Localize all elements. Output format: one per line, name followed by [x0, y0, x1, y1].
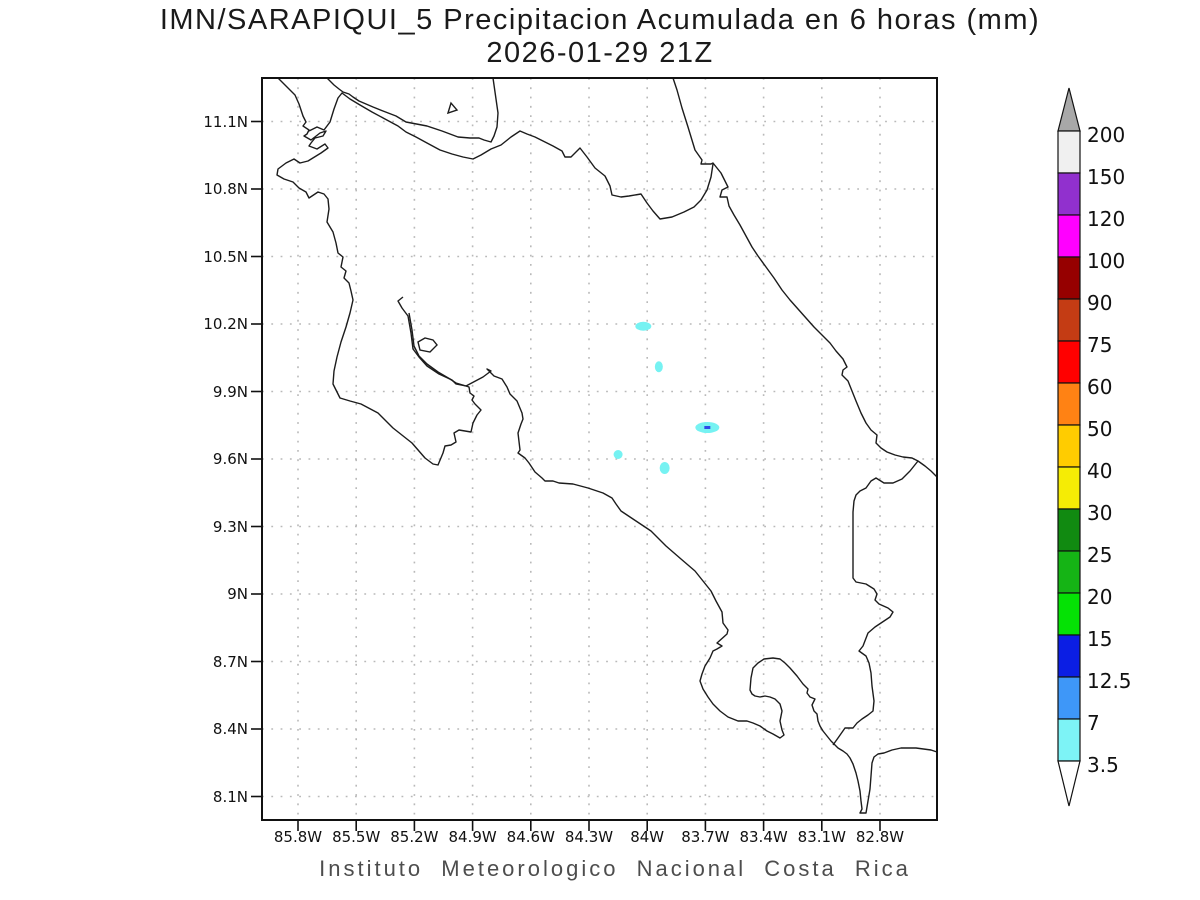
x-axis-tick-label: 84.6W — [506, 828, 555, 846]
colorbar-level-label: 12.5 — [1087, 669, 1132, 693]
colorbar-cell — [1057, 592, 1081, 636]
precip-spot — [613, 450, 623, 459]
precip-spot — [659, 462, 670, 474]
island-outline — [417, 337, 438, 353]
x-axis-tick-label: 85.2W — [390, 828, 439, 846]
colorbar-level-label: 3.5 — [1087, 753, 1119, 777]
colorbar-cell — [1057, 508, 1081, 552]
y-axis-tick-label: 8.4N — [212, 720, 248, 738]
footer-credit: Instituto Meteorologico Nacional Costa R… — [319, 856, 911, 881]
y-axis-tick-label: 8.1N — [212, 787, 248, 806]
colorbar-cell — [1057, 466, 1081, 510]
x-axis-tick-label: 83.1W — [797, 828, 846, 846]
coastline-stroke — [672, 77, 938, 478]
colorbar-cell — [1057, 298, 1081, 342]
x-axis-tick-label: 83.7W — [681, 828, 730, 846]
island-outline — [446, 101, 459, 115]
colorbar-level-label: 30 — [1087, 501, 1113, 525]
precip-spot-core — [704, 426, 711, 429]
colorbar-level-label: 15 — [1087, 627, 1113, 651]
colorbar-level-label: 200 — [1087, 123, 1126, 147]
colorbar-cell — [1057, 340, 1081, 384]
colorbar-cell — [1057, 676, 1081, 720]
colorbar-level-label: 100 — [1087, 249, 1126, 273]
coastline-stroke — [326, 77, 499, 143]
y-axis-tick-label: 11.1N — [203, 112, 248, 131]
x-axis-tick-label: 83.4W — [739, 828, 788, 846]
colorbar-top-arrow — [1057, 87, 1081, 132]
colorbar-cell — [1057, 550, 1081, 594]
precipitation-shading — [613, 321, 720, 474]
colorbar-level-label: 75 — [1087, 333, 1113, 357]
y-axis-tick-label: 9.6N — [212, 450, 248, 468]
colorbar-cell — [1057, 424, 1081, 468]
colorbar-cell — [1057, 256, 1081, 300]
precip-spot — [635, 321, 652, 331]
y-axis-tick-label: 9N — [227, 585, 248, 603]
coastline-stroke — [408, 312, 938, 814]
axis-ticks — [251, 120, 881, 831]
y-axis-tick-label: 9.3N — [212, 517, 248, 536]
y-axis-tick-label: 10.8N — [203, 180, 248, 198]
x-axis-tick-label: 85.5W — [332, 828, 381, 846]
grid-lines — [262, 78, 937, 820]
colorbar-level-label: 25 — [1087, 543, 1113, 567]
colorbar-cell — [1057, 130, 1081, 174]
plot-frame — [261, 77, 938, 821]
y-axis-tick-label: 10.2N — [203, 315, 248, 333]
costa-rica-coastline — [276, 77, 938, 814]
x-axis-tick-label: 84.3W — [564, 828, 614, 846]
colorbar-level-label: 150 — [1087, 165, 1126, 189]
colorbar-level-label: 40 — [1087, 459, 1113, 483]
colorbar-bottom-arrow — [1057, 760, 1081, 807]
colorbar-level-label: 50 — [1087, 417, 1113, 441]
x-axis-tick-label: 85.8W — [273, 828, 323, 846]
coastline-stroke — [832, 460, 919, 746]
coastline-stroke — [308, 92, 714, 220]
page-title: IMN/SARAPIQUI_5 Precipitacion Acumulada … — [159, 4, 1041, 36]
y-axis-tick-label: 9.9N — [212, 382, 248, 401]
y-axis-tick-label: 8.7N — [212, 652, 248, 671]
colorbar-level-label: 20 — [1087, 585, 1113, 609]
colorbar-cell — [1057, 172, 1081, 216]
colorbar-cell — [1057, 214, 1081, 258]
colorbar-cell — [1057, 718, 1081, 762]
colorbar-level-label: 120 — [1087, 207, 1126, 231]
y-axis-tick-label: 10.5N — [203, 247, 248, 266]
coastline-stroke — [276, 77, 482, 466]
valid-time-subtitle: 2026-01-29 21Z — [486, 37, 714, 69]
colorbar-level-label: 60 — [1087, 375, 1113, 399]
x-axis-tick-label: 84W — [630, 828, 665, 846]
colorbar-level-label: 7 — [1087, 711, 1100, 735]
x-axis-tick-label: 82.8W — [855, 828, 905, 846]
x-axis-tick-label: 84.9W — [448, 828, 497, 846]
colorbar — [1057, 87, 1081, 807]
colorbar-cell — [1057, 634, 1081, 678]
colorbar-level-label: 90 — [1087, 291, 1113, 315]
precip-spot — [654, 361, 663, 373]
colorbar-cell — [1057, 382, 1081, 426]
